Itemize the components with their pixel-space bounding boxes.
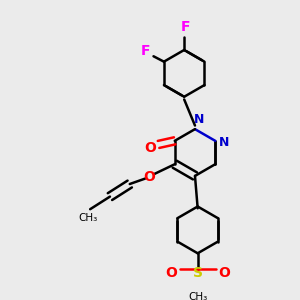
Text: CH₃: CH₃ (79, 213, 98, 223)
Text: S: S (193, 266, 203, 280)
Text: F: F (141, 44, 150, 58)
Text: O: O (165, 266, 177, 280)
Text: O: O (219, 266, 231, 280)
Text: N: N (219, 136, 230, 149)
Text: F: F (181, 20, 191, 34)
Text: O: O (144, 170, 155, 184)
Text: O: O (145, 141, 156, 155)
Text: N: N (194, 113, 204, 126)
Text: CH₃: CH₃ (188, 292, 207, 300)
